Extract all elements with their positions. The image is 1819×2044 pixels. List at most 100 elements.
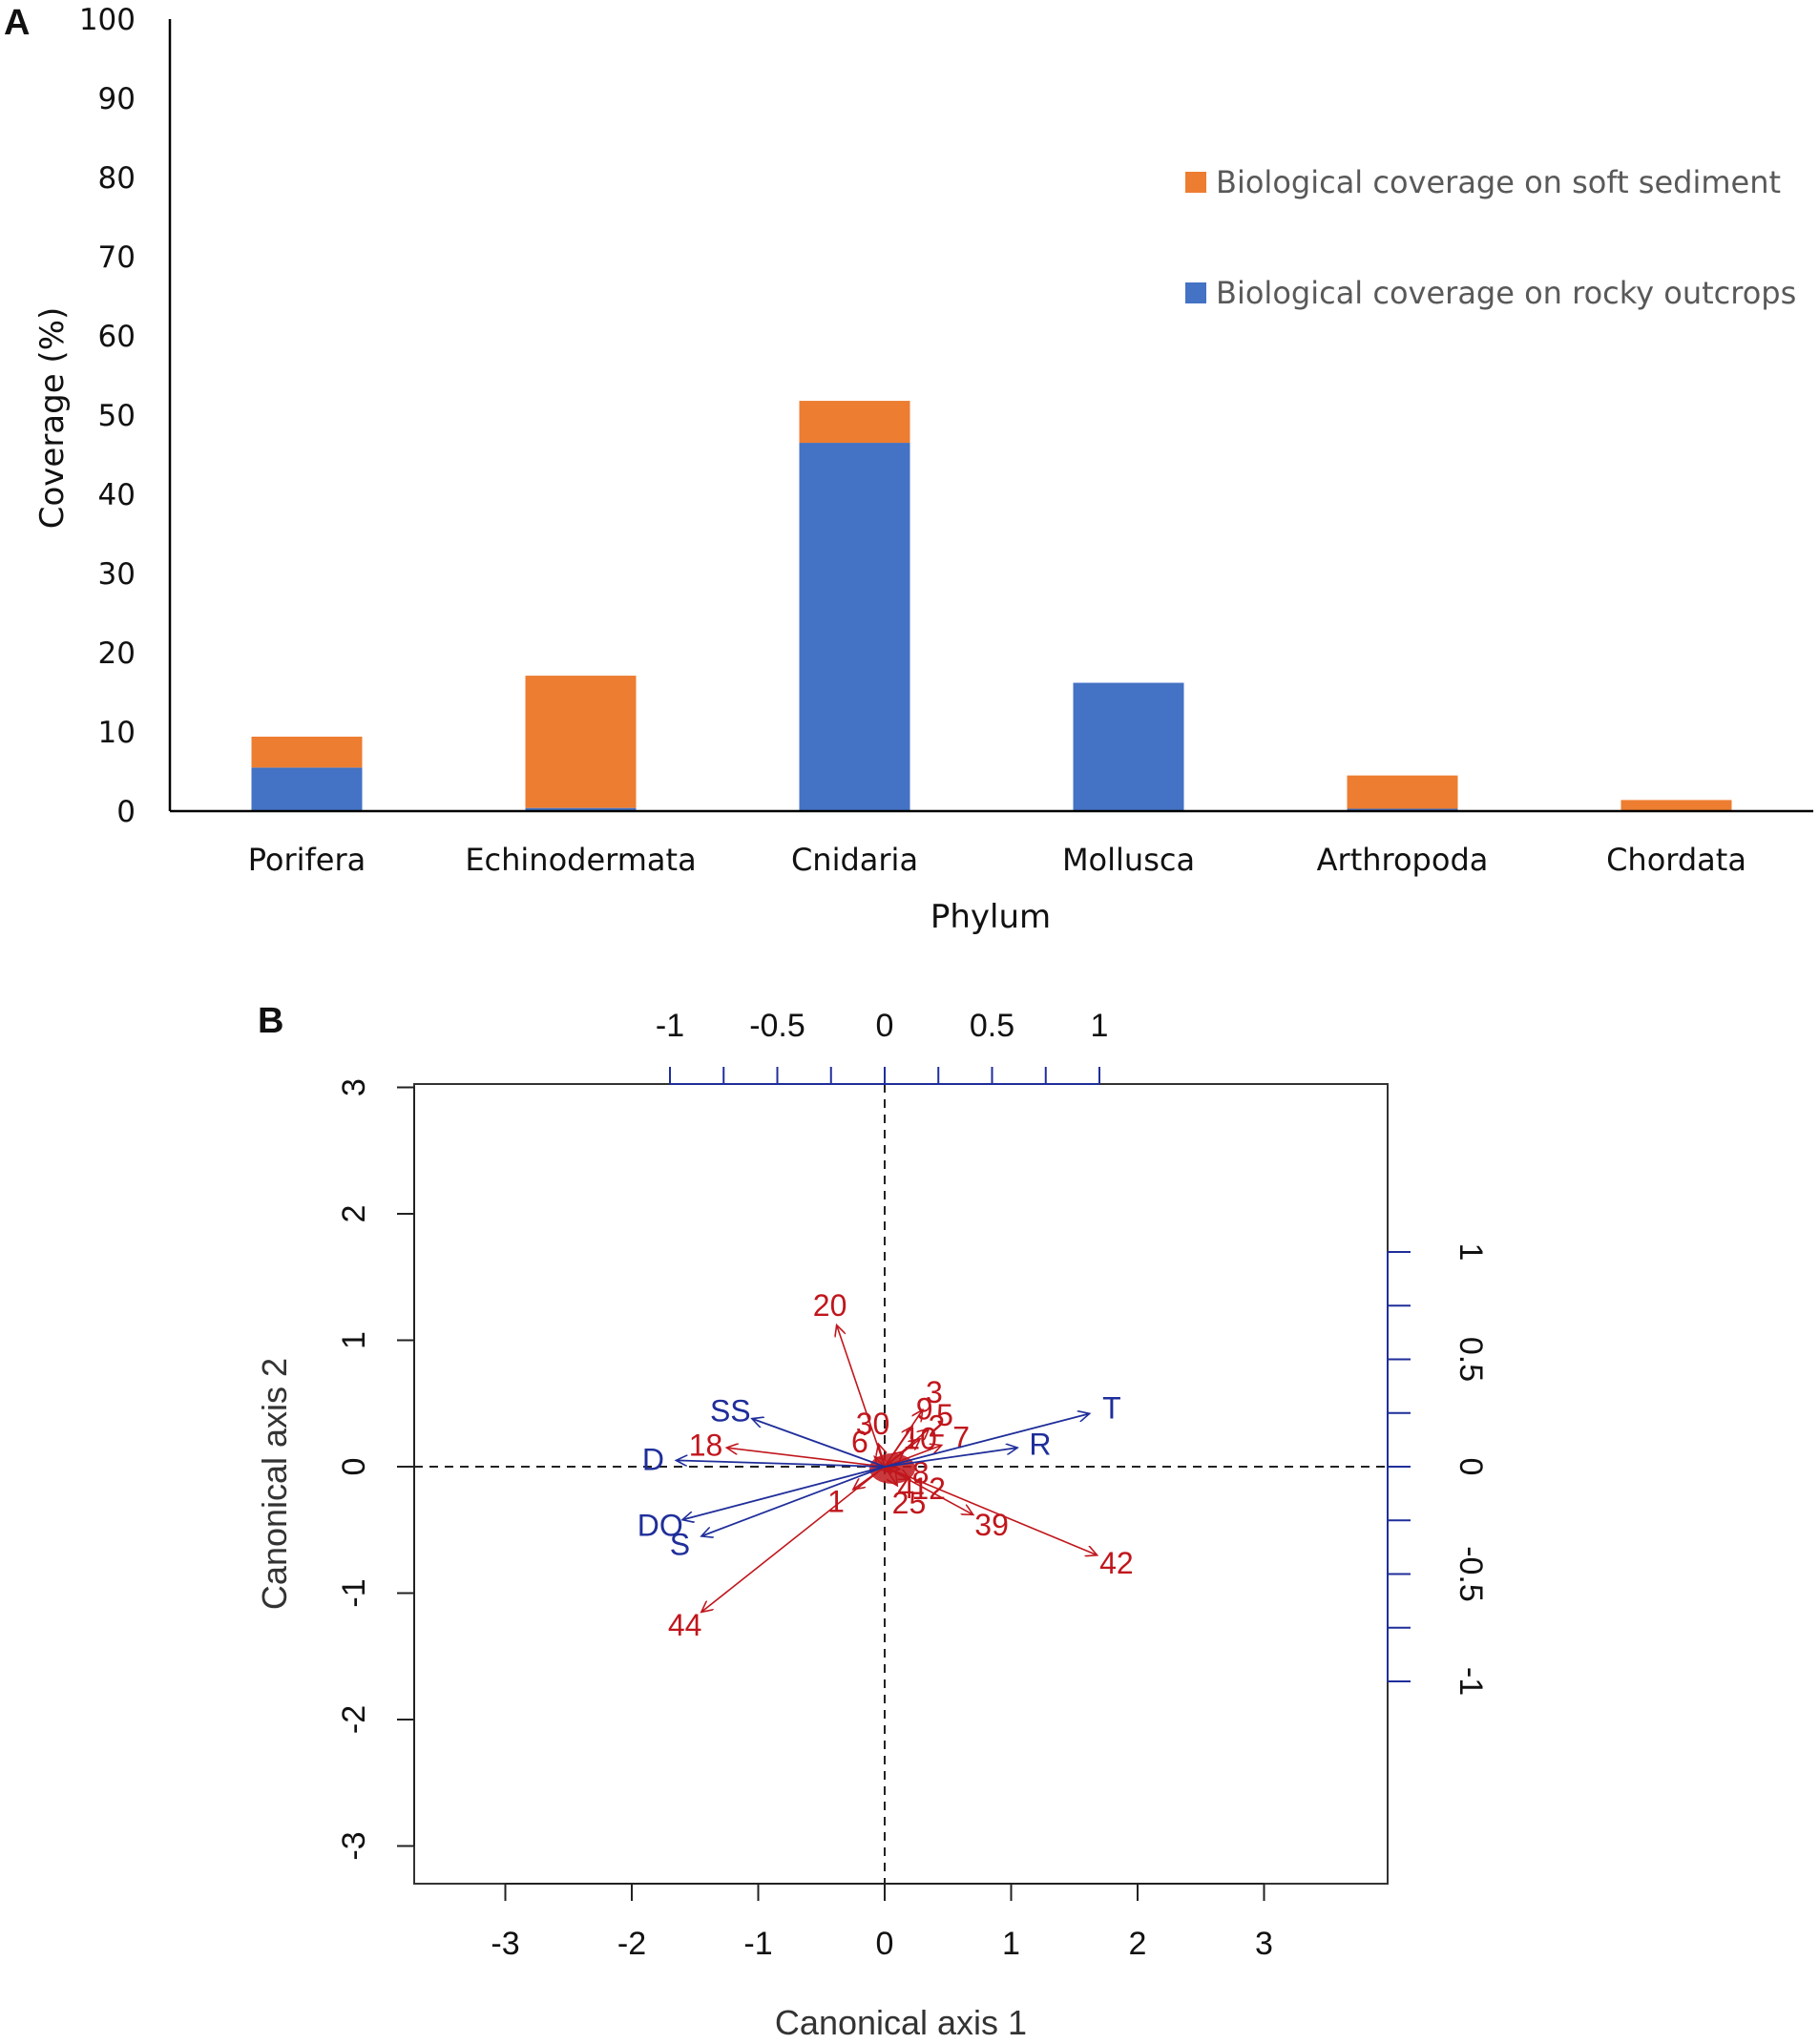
bar-mollusca-rocky — [1073, 682, 1184, 811]
panel-a-label: A — [4, 3, 30, 43]
x-category-cnidaria: Cnidaria — [791, 842, 918, 878]
species-label-7: 7 — [952, 1421, 970, 1455]
species-label-20: 20 — [813, 1288, 847, 1323]
bar-cnidaria-soft — [799, 401, 910, 444]
species-label-25: 25 — [892, 1486, 927, 1520]
environmental-vectors: T R SS D DOS — [638, 1390, 1121, 1561]
y-tick-label-100: 100 — [79, 3, 136, 37]
species-label-18: 18 — [689, 1429, 723, 1463]
env-arrow-s — [701, 1466, 886, 1536]
y-axis-ticks: 0 10 20 30 40 50 60 70 80 90 100 — [79, 3, 136, 829]
species-label-9: 9 — [916, 1391, 933, 1426]
species-label-6: 6 — [851, 1425, 868, 1459]
species-label-30: 30 — [856, 1407, 890, 1441]
y-tick-label-50: 50 — [98, 399, 136, 433]
env-arrow-t — [884, 1413, 1090, 1468]
x-tick-label--2: -2 — [617, 1926, 646, 1962]
env-arrow-ss — [752, 1419, 886, 1468]
right-tick-label-0.5: 0.5 — [1453, 1337, 1489, 1382]
y-tick-label-1: 1 — [336, 1331, 372, 1349]
bottom-axis: -3 -2 -1 0 1 2 3 — [491, 1883, 1273, 1962]
y-tick-label--1: -1 — [336, 1578, 372, 1607]
species-label-44: 44 — [668, 1608, 702, 1642]
stacked-bar-chart: 0 10 20 30 40 50 60 70 80 90 100 Porifera Echinoder… — [33, 3, 1813, 936]
env-label-d: D — [642, 1443, 664, 1477]
x-tick-label-0: 0 — [876, 1926, 894, 1962]
x-tick-label-2: 2 — [1129, 1926, 1147, 1962]
y-tick-label--2: -2 — [336, 1705, 372, 1734]
species-label-42: 42 — [1099, 1546, 1134, 1580]
bar-chordata-soft — [1620, 800, 1732, 811]
panel-b-label: B — [258, 1001, 283, 1041]
left-axis: -3 -2 -1 0 1 2 3 — [336, 1078, 415, 1861]
x-axis-label-b: Canonical axis 1 — [775, 2003, 1027, 2042]
x-category-arthropoda: Arthropoda — [1317, 842, 1489, 878]
x-tick-label--3: -3 — [491, 1926, 519, 1962]
x-category-porifera: Porifera — [248, 842, 366, 878]
species-label-39: 39 — [974, 1508, 1009, 1542]
species-label-5: 5 — [936, 1398, 953, 1432]
y-axis-label-b: Canonical axis 2 — [255, 1358, 294, 1610]
x-axis-label: Phylum — [930, 898, 1051, 936]
env-arrow-do — [682, 1466, 886, 1520]
legend-label-rocky: Biological coverage on rocky outcrops — [1216, 275, 1796, 311]
env-label-r: R — [1029, 1428, 1051, 1462]
bar-porifera-soft — [251, 736, 363, 768]
bar-cnidaria-rocky — [799, 443, 910, 811]
right-tick-label--0.5: -0.5 — [1453, 1546, 1489, 1602]
env-label-ss: SS — [710, 1393, 751, 1428]
species-arrow-44 — [701, 1466, 886, 1612]
env-label-t: T — [1102, 1390, 1121, 1425]
top-tick-label--1: -1 — [656, 1008, 684, 1044]
legend-swatch-rocky — [1185, 282, 1206, 303]
y-tick-label-0: 0 — [336, 1458, 372, 1476]
bar-echinodermata-rocky — [525, 807, 637, 811]
species-label-12: 12 — [911, 1471, 946, 1506]
y-tick-label--3: -3 — [336, 1831, 372, 1860]
right-axis: -1 -0.5 0 0.5 1 — [1387, 1243, 1489, 1696]
bar-arthropoda-soft — [1347, 775, 1458, 809]
top-axis: -1 -0.5 0 0.5 1 — [656, 1008, 1109, 1085]
legend-label-soft: Biological coverage on soft sediment — [1216, 164, 1781, 200]
x-tick-label-3: 3 — [1255, 1926, 1273, 1962]
env-arrow-r — [884, 1448, 1017, 1468]
y-tick-label-70: 70 — [98, 240, 136, 275]
x-category-echinodermata: Echinodermata — [465, 842, 696, 878]
y-tick-label-80: 80 — [98, 161, 136, 196]
species-label-8: 8 — [912, 1455, 930, 1490]
species-arrow-42 — [884, 1466, 1098, 1555]
y-tick-label-10: 10 — [98, 716, 136, 750]
y-tick-label-40: 40 — [98, 478, 136, 512]
x-tick-label--1: -1 — [743, 1926, 772, 1962]
y-tick-label-3: 3 — [336, 1078, 372, 1096]
species-label-3: 3 — [926, 1375, 943, 1409]
right-tick-label--1: -1 — [1453, 1667, 1489, 1696]
bar-echinodermata-soft — [525, 676, 637, 808]
right-tick-label-1: 1 — [1453, 1243, 1489, 1262]
x-tick-label-1: 1 — [1002, 1926, 1020, 1962]
env-arrow-d — [676, 1460, 886, 1468]
y-tick-label-20: 20 — [98, 636, 136, 671]
top-tick-label--0.5: -0.5 — [749, 1008, 805, 1044]
top-tick-label-0: 0 — [876, 1008, 894, 1044]
species-arrow-18 — [726, 1448, 886, 1468]
top-tick-label-0.5: 0.5 — [970, 1008, 1014, 1044]
species-label-10: 10 — [903, 1421, 937, 1455]
bar-porifera-rocky — [251, 767, 363, 811]
species-label-2: 2 — [929, 1408, 946, 1443]
y-tick-label-60: 60 — [98, 320, 136, 354]
legend-swatch-soft — [1185, 172, 1206, 193]
x-category-mollusca: Mollusca — [1062, 842, 1195, 878]
env-label-do: DO — [638, 1509, 683, 1543]
y-tick-label-90: 90 — [98, 82, 136, 116]
y-tick-label-0: 0 — [116, 795, 136, 829]
y-tick-label-30: 30 — [98, 557, 136, 592]
bars — [251, 401, 1732, 811]
env-label-s: S — [670, 1527, 690, 1561]
top-tick-label-1: 1 — [1091, 1008, 1109, 1044]
y-tick-label-2: 2 — [336, 1205, 372, 1223]
